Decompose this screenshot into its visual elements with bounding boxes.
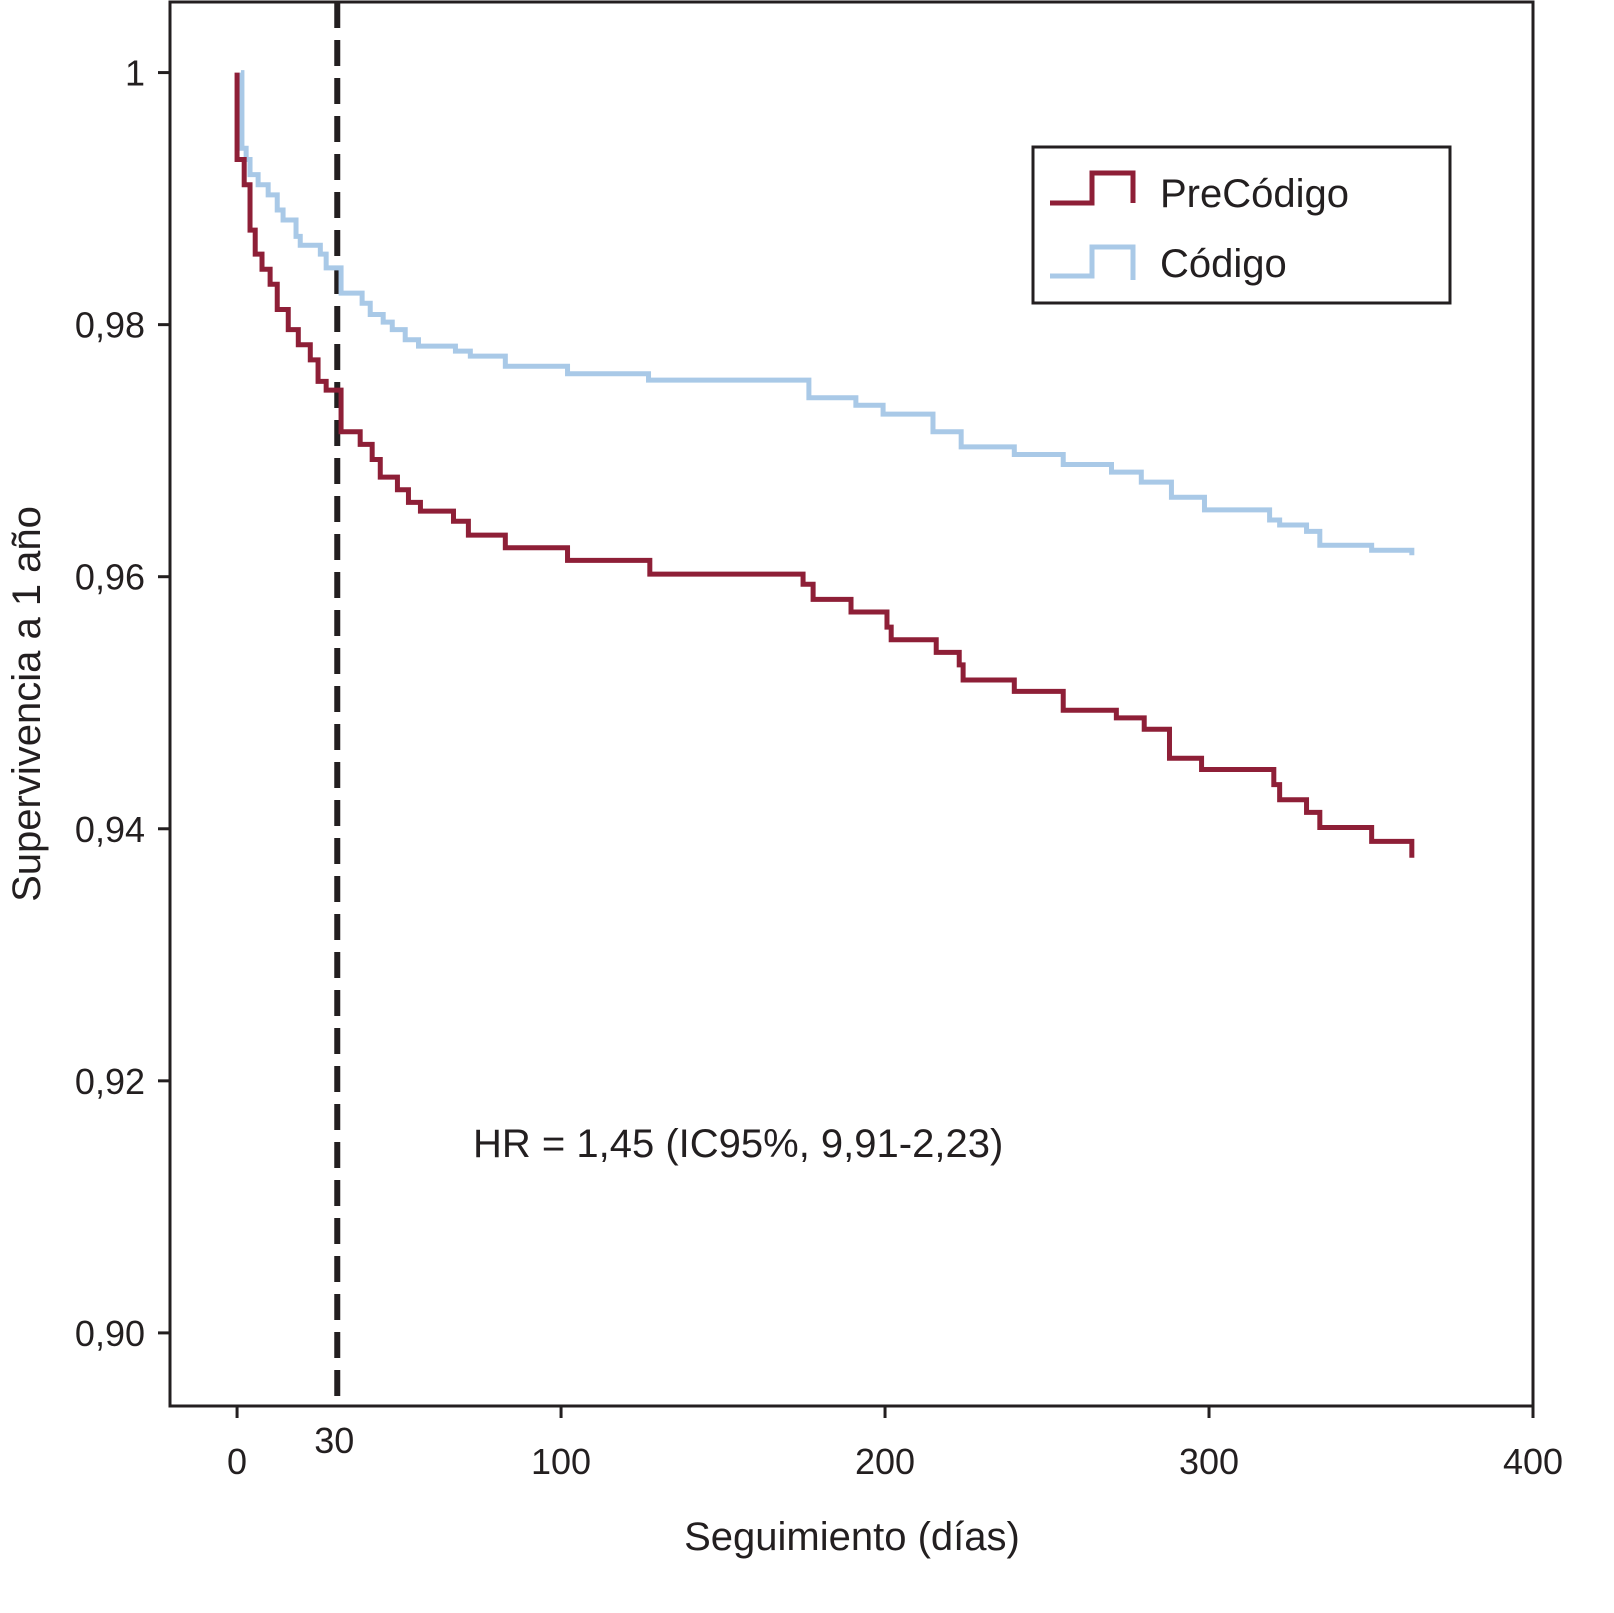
x-tick-label: 300 <box>1179 1441 1239 1482</box>
y-tick-label: 0,98 <box>75 305 145 346</box>
legend-label-codigo: Código <box>1160 242 1287 286</box>
y-tick-label: 1 <box>125 53 145 94</box>
legend-swatch-codigo <box>1050 244 1136 280</box>
x-tick-label: 400 <box>1503 1441 1563 1482</box>
plot-frame <box>168 0 1535 1408</box>
survival-curve-precdigo <box>234 72 1415 858</box>
survival-curve-cdigo <box>239 70 1415 556</box>
legend-label-precodigo: PreCódigo <box>1160 172 1349 216</box>
legend: PreCódigo Código <box>1031 145 1452 305</box>
y-tick-label: 0,94 <box>75 809 145 850</box>
x-tick-label: 0 <box>227 1441 247 1482</box>
hr-annotation: HR = 1,45 (IC95%, 9,91-2,23) <box>473 1122 1003 1166</box>
x-tick-label: 200 <box>855 1441 915 1482</box>
x-tick-label-30: 30 <box>314 1420 354 1461</box>
x-axis-label: Seguimiento (días) <box>684 1515 1020 1559</box>
legend-swatch-precodigo <box>1050 170 1136 206</box>
x-tick-label: 100 <box>531 1441 591 1482</box>
y-tick-label: 0,90 <box>75 1313 145 1354</box>
y-tick-label: 0,92 <box>75 1061 145 1102</box>
y-axis-label: Supervivencia a 1 año <box>5 506 49 902</box>
legend-box <box>1031 145 1452 305</box>
y-tick-label: 0,96 <box>75 557 145 598</box>
